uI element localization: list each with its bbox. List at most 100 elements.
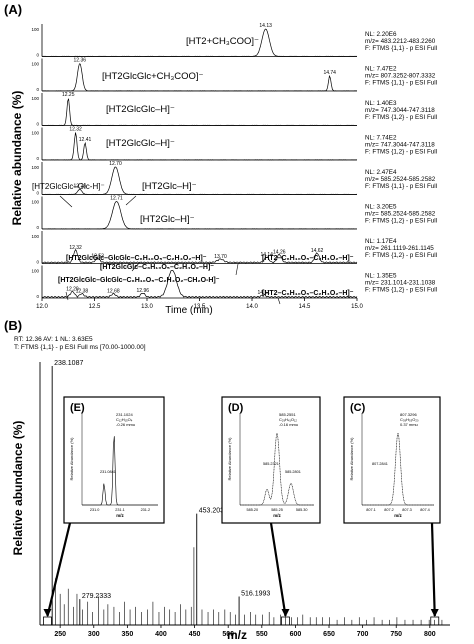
trace-nl: NL: 1.35E5 [365,273,397,280]
inset-frame [343,396,441,524]
x-tick-label: 650 [323,631,335,638]
inset-x-tick: 807.3 [402,508,412,512]
inset-peak-trace [82,436,158,506]
inset-x-tick: 231.0 [90,508,100,512]
ion-label: [HT2GlcGlc–H]⁻ [106,138,175,149]
trace-mz-range: m/z= 585.2524-585.2582 [365,211,436,218]
inset-label: (D) [228,402,244,414]
trace-filter: F: FTMS {1,2} - p ESI Full [365,252,437,259]
ion-label: [HT2GlcGlc–GlcGlc–C₆H₁₀O₅–C₂H₄O₂–CH₂O-H]… [58,277,220,284]
inset-peak-trace [362,432,434,506]
inset-frame [221,396,321,524]
chromatogram-trace [41,132,358,161]
trace-mz-range: m/z= 747.3044-747.3118 [365,142,435,149]
trace-ytick: 0 [36,191,39,196]
panel-a-label: (A) [4,2,22,17]
inset-xlabel: m/z [273,513,281,518]
trace-ytick: 0 [36,122,39,127]
trace-ytick: 0 [36,294,39,299]
trace-ytick: 0 [36,156,39,161]
trace-mz-range: m/z= 261.1119-261.1145 [365,245,434,252]
chromatogram-trace [42,166,358,195]
chromatogram-trace [41,28,358,57]
x-tick-label: 350 [122,631,134,638]
inset-minor-label: 231.0841 [100,470,116,474]
peak-rt-label: 12.32 [69,245,82,251]
x-tick-label: 14.5 [299,304,311,310]
trace-filter: F: FTMS {1,2} - p ESI Full [365,149,437,156]
inset-target-box [43,616,52,626]
trace-mz-range: m/z= 483.2212-483.2260 [365,38,436,45]
peak-rt-label: 12.25 [62,92,75,98]
annotation-arrow [235,263,239,276]
inset-xlabel: m/z [116,513,124,518]
inset-arrow [269,522,287,617]
panel-b-header-2: T: FTMS {1,1} - p ESI Full ms [70.00-100… [14,344,146,351]
inset-peak-label: 231.1024 [116,412,133,417]
trace-ytick: 100 [31,200,39,205]
peak-rt-label: 14.14 [260,252,273,258]
x-tick-label: 750 [390,631,402,638]
trace-mz-range: m/z= 747.3044-747.3118 [365,107,435,114]
peak-rt-label: 12.38 [76,289,89,295]
ion-label: [HT2GlcGlc–Glc-H]⁻ [32,182,105,191]
trace-nl: NL: 2.47E4 [365,169,397,176]
inset-ylabel: Relative Abundance (%) [349,437,354,481]
peak-rt-label: 14.62 [311,248,324,254]
annotation-arrow [59,195,73,208]
ion-label: [HT2GlcGlc+CH₃COO]⁻ [102,71,204,82]
peak-rt-label: 14.11 [257,290,269,296]
peak-rt-label: 12.68 [107,289,120,295]
peak-rt-label: 12.71 [110,196,123,202]
trace-filter: F: FTMS {1,2} - p ESI Full [365,287,437,294]
x-tick-label: 15.0 [351,304,363,310]
trace-mz-range: m/z= 231.1014-231.1038 [365,280,436,287]
annotation-arrow [65,291,69,301]
spectrum-peak-label: 516.1993 [241,591,270,598]
inset-x-tick: 807.2 [384,508,394,512]
inset-ion: C₁₂H₁₅O₄ [116,417,133,422]
ion-label: [HT2Glc–H]⁻ [142,181,197,192]
x-tick-label: 500 [222,631,234,638]
inset-minor-label: 807.2841 [372,462,388,466]
x-tick-label: 13.5 [194,304,206,310]
inset-xlabel: m/z [394,513,402,518]
trace-ytick: 0 [36,53,39,58]
inset-ion: C₃₉H₅₃O₂₀ [400,417,419,422]
inset-x-tick: 231.2 [141,508,151,512]
panel-a-ylabel: Relative abundance (%) [10,91,24,226]
inset-0: (E) Relative Abundance (%) m/z 231.0 231.1 23… [63,396,165,524]
trace-ytick: 100 [31,234,39,239]
x-tick-label: 800 [424,631,436,638]
trace-filter: F: FTMS {1,2} - p ESI Full [365,114,437,121]
peak-rt-label: 12.96 [137,288,150,294]
trace-ytick: 100 [31,96,39,101]
spectrum-peak-label: 453.2039 [199,508,228,515]
chromatogram-trace [41,63,358,92]
peak-rt-label: 12.53 [91,253,104,259]
peak-rt-label: 14.26 [273,249,286,255]
chromatogram-trace [41,201,357,230]
inset-ylabel: Relative Abundance (%) [69,437,74,481]
trace-ytick: 0 [36,87,39,92]
trace-mz-range: m/z= 585.2524-585.2582 [365,176,436,183]
ion-label: [HT2GlcGlc–H]⁻ [106,104,175,115]
trace-filter: F: FTMS {1,1} - p ESI Full [365,80,437,87]
trace-filter: F: FTMS {1,1} - p ESI Full [365,45,437,52]
x-tick-label: 400 [155,631,167,638]
inset-mmu: -0.26 mmu [116,422,135,427]
trace-nl: NL: 7.47E2 [365,66,397,73]
trace-filter: F: FTMS {1,1} - p ESI Full [365,183,437,190]
x-tick-label: 450 [189,631,201,638]
trace-ytick: 100 [31,131,39,136]
ion-label: [HT2–C₆H₁₀O₅–C₂H₄O₂–H]⁻ [262,290,354,297]
inset-minor-label: 585.2321 [263,462,279,466]
trace-nl: NL: 3.20E5 [365,204,397,211]
peak-rt-label: 14.74 [323,70,336,76]
inset-arrow [430,522,436,617]
peak-rt-label: 12.70 [109,161,122,167]
panel-b-label: (B) [4,318,22,333]
inset-minor-label-2: 585.2801 [285,470,301,474]
inset-peak-label: 585.2551 [279,412,296,417]
